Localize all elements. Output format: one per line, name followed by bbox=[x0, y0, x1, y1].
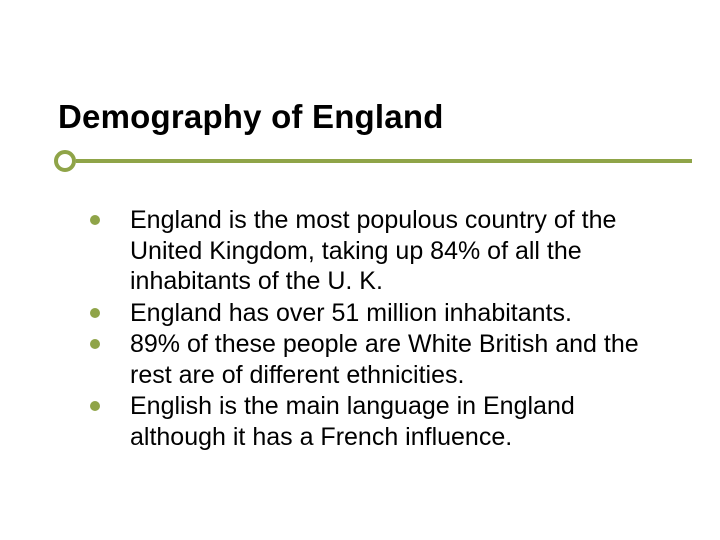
divider-line bbox=[76, 159, 692, 163]
bullet-icon bbox=[90, 215, 100, 225]
list-item: England is the most populous country of … bbox=[90, 205, 660, 297]
list-item: 89% of these people are White British an… bbox=[90, 329, 660, 390]
bullet-icon bbox=[90, 401, 100, 411]
title-divider bbox=[0, 150, 720, 172]
bullet-list: England is the most populous country of … bbox=[90, 205, 660, 453]
bullet-text: 89% of these people are White British an… bbox=[130, 330, 639, 389]
list-item: England has over 51 million inhabitants. bbox=[90, 298, 660, 329]
bullet-text: England has over 51 million inhabitants. bbox=[130, 299, 572, 327]
slide-title: Demography of England bbox=[58, 98, 444, 136]
bullet-text: England is the most populous country of … bbox=[130, 206, 616, 295]
list-item: English is the main language in England … bbox=[90, 391, 660, 452]
bullet-icon bbox=[90, 339, 100, 349]
divider-circle bbox=[54, 150, 76, 172]
bullet-icon bbox=[90, 308, 100, 318]
bullet-text: English is the main language in England … bbox=[130, 392, 575, 451]
